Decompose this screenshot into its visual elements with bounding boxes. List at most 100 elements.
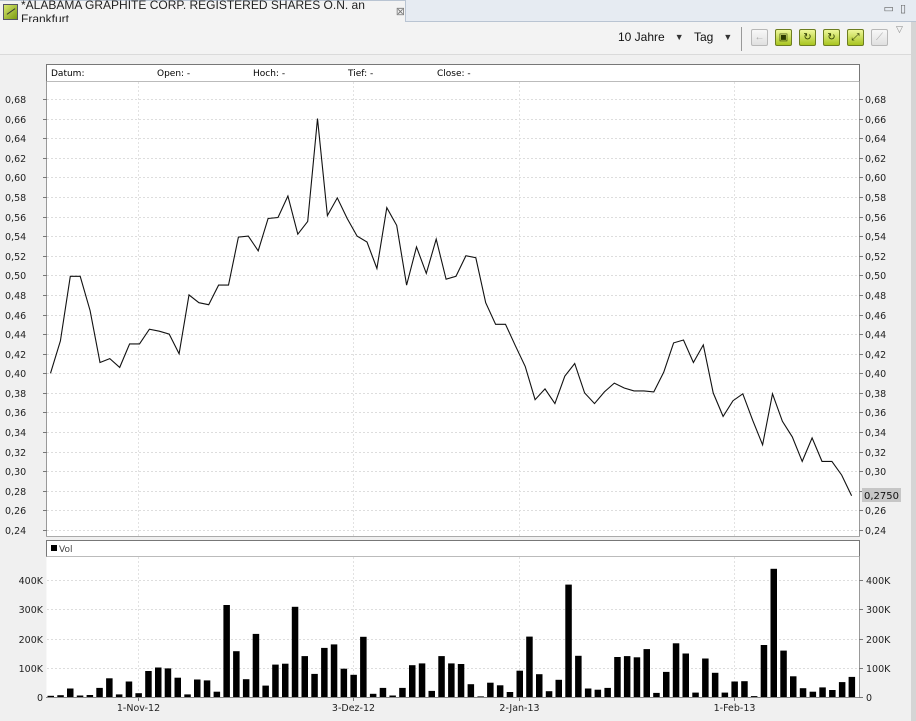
volume-bar [57, 695, 64, 697]
price-tick-label-right: 0,64 [865, 134, 886, 145]
volume-bar [555, 679, 562, 697]
save-icon[interactable]: ▣ [775, 29, 792, 46]
volume-bar [223, 605, 230, 697]
volume-bar [653, 692, 660, 697]
price-tick-label-left: 0,42 [5, 350, 26, 361]
volume-bar [47, 695, 54, 697]
volume-bar [106, 678, 113, 697]
period-select[interactable]: 10 Jahre ▼ [618, 30, 684, 44]
volume-bar [379, 687, 387, 697]
price-tick-label-right: 0,48 [865, 291, 886, 302]
volume-bar [272, 664, 279, 697]
volume-bar [115, 694, 123, 697]
price-plot[interactable] [46, 81, 860, 537]
volume-bar [819, 687, 826, 697]
volume-bar [496, 685, 504, 697]
info-open: Open: - [157, 69, 190, 79]
volume-bar [838, 682, 846, 697]
volume-bar [418, 663, 426, 697]
chart-icon [3, 3, 18, 20]
price-tick-label-right: 0,68 [865, 95, 886, 106]
info-datum: Datum: [51, 69, 84, 79]
price-tick-label-right: 0,54 [865, 232, 886, 243]
volume-bar [799, 688, 807, 697]
info-tief: Tief: - [347, 69, 373, 79]
price-tick-label-right: 0,46 [865, 311, 886, 322]
expand-icon[interactable]: ⤢ [847, 29, 864, 46]
chart-toggle-icon[interactable]: ⟋ [871, 29, 888, 46]
volume-bar [291, 606, 299, 697]
volume-tick-label-left: 200K [19, 635, 44, 646]
volume-bar [125, 681, 133, 697]
chevron-down-icon: ▼ [674, 32, 684, 42]
volume-legend-bar [46, 540, 860, 557]
volume-bar [741, 681, 748, 697]
volume-bar [301, 656, 308, 697]
price-tick-label-right: 0,66 [865, 115, 886, 126]
volume-legend-swatch [51, 545, 57, 551]
close-icon[interactable]: ⊠ [395, 6, 405, 18]
volume-bar [145, 671, 152, 697]
volume-bar [545, 691, 553, 697]
volume-bar [643, 649, 650, 697]
price-tick-label-right: 0,32 [865, 448, 886, 459]
volume-bar [594, 689, 602, 697]
volume-bar [633, 657, 641, 697]
volume-tick-label-right: 200K [866, 635, 891, 646]
price-tick-label-right: 0,52 [865, 252, 886, 263]
interval-select[interactable]: Tag ▼ [694, 30, 732, 44]
maximize-icon[interactable]: ▯ [899, 3, 912, 15]
volume-bar [526, 636, 533, 697]
volume-bar [67, 688, 74, 697]
price-tick-label-right: 0,44 [865, 330, 886, 341]
volume-tick-label-left: 100K [19, 664, 44, 675]
price-tick-label-right: 0,40 [865, 369, 886, 380]
price-tick-label-left: 0,50 [5, 271, 26, 282]
price-tick-label-right: 0,30 [865, 467, 886, 478]
price-tick-label-left: 0,44 [5, 330, 26, 341]
volume-bar [760, 645, 768, 697]
minimize-icon[interactable]: ▭ [883, 3, 900, 15]
refresh-icon[interactable]: ↻ [799, 29, 816, 46]
price-tick-label-left: 0,58 [5, 193, 26, 204]
price-tick-label-right: 0,36 [865, 408, 886, 419]
volume-bar [76, 695, 84, 697]
volume-bar [829, 690, 836, 697]
volume-bar [623, 656, 631, 697]
price-tick-label-left: 0,40 [5, 369, 26, 380]
volume-bar [770, 568, 777, 697]
price-tick-label-right: 0,62 [865, 154, 886, 165]
volume-bar [731, 681, 738, 697]
volume-bar [721, 692, 729, 697]
volume-bar [242, 679, 250, 697]
volume-bar [86, 695, 94, 697]
price-tick-label-right: 0,58 [865, 193, 886, 204]
scrollbar[interactable] [911, 22, 916, 721]
volume-bar [184, 694, 191, 697]
back-icon[interactable]: ← [751, 29, 768, 46]
volume-bar [604, 687, 611, 697]
info-close: Close: - [437, 69, 471, 79]
volume-bar [516, 670, 523, 697]
volume-bar [848, 676, 856, 697]
price-tick-label-right: 0,60 [865, 173, 886, 184]
editor-tab[interactable]: *ALABAMA GRAPHITE CORP. REGISTERED SHARE… [0, 0, 406, 26]
price-tick-label-right: 0,38 [865, 389, 886, 400]
volume-bar [487, 682, 494, 697]
volume-bar [428, 690, 435, 697]
reload-icon[interactable]: ↻ [823, 29, 840, 46]
volume-bar [506, 692, 514, 697]
x-tick-label: 3-Dez-12 [332, 703, 375, 714]
chart-toolbar: 10 Jahre ▼ Tag ▼ ← ▣ ↻ ↻ ⤢ ⟋ [0, 22, 912, 55]
volume-bar [282, 663, 289, 697]
volume-tick-label-right: 0 [866, 693, 872, 704]
volume-bar [155, 667, 162, 697]
price-line [49, 118, 853, 496]
price-tick-label-left: 0,62 [5, 154, 26, 165]
last-value-badge [862, 488, 901, 502]
volume-bar [477, 696, 484, 697]
price-tick-label-left: 0,34 [5, 428, 26, 439]
volume-bar [262, 685, 269, 697]
volume-bar [809, 691, 817, 697]
view-menu-icon[interactable]: ▽ [896, 24, 903, 34]
